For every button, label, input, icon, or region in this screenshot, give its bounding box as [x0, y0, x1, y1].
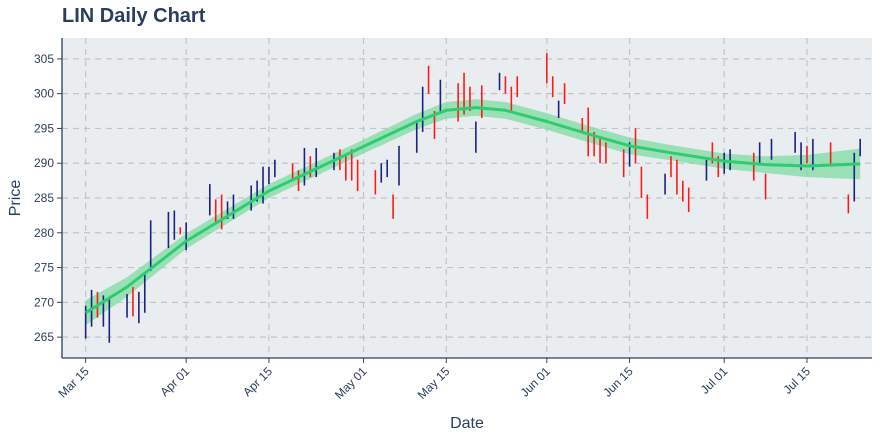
y-tick-label: 265 [34, 330, 54, 344]
y-tick-label: 300 [34, 87, 54, 101]
x-tick-label: May 01 [332, 364, 370, 402]
y-axis-label: Price [7, 180, 24, 217]
y-tick-label: 295 [34, 121, 54, 135]
y-tick-label: 270 [34, 295, 54, 309]
y-tick-label: 285 [34, 191, 54, 205]
y-tick-label: 275 [34, 261, 54, 275]
x-tick-label: Jul 01 [698, 364, 731, 397]
x-tick-label: Apr 15 [240, 364, 275, 399]
x-tick-label: Jun 15 [600, 364, 636, 400]
y-tick-label: 280 [34, 226, 54, 240]
x-tick-label: Apr 01 [157, 364, 192, 399]
trend-confidence-band [85, 99, 861, 326]
x-tick-label: Mar 15 [55, 364, 92, 401]
chart-title: LIN Daily Chart [62, 5, 206, 27]
trend-line [84, 106, 861, 315]
y-tick-label: 305 [34, 52, 54, 66]
x-axis-label: Date [450, 415, 484, 432]
confidence-band [85, 99, 861, 326]
trend-line-layer [84, 106, 861, 315]
y-tick-label: 290 [34, 156, 54, 170]
x-tick-label: Jul 15 [781, 364, 814, 397]
x-tick-label: May 15 [415, 364, 453, 402]
x-tick-label: Jun 01 [518, 364, 554, 400]
